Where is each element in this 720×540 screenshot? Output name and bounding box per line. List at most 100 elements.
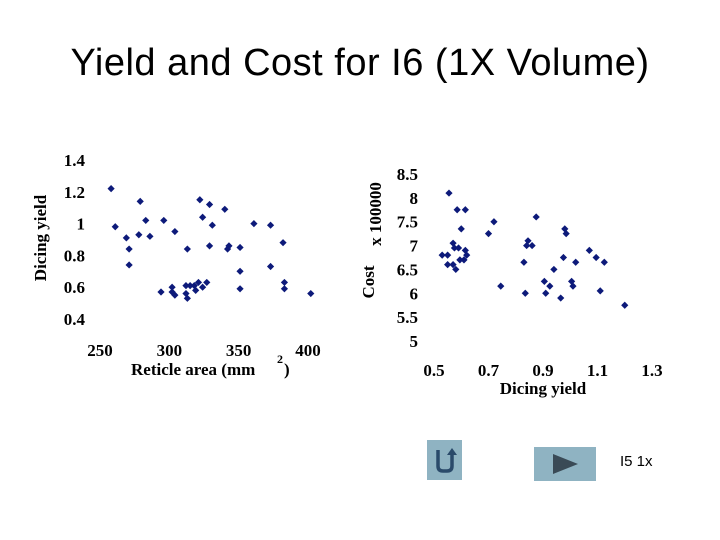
chart2-data-point xyxy=(445,189,453,197)
chart2-ytick-label: 6 xyxy=(410,284,419,303)
chart1-data-point xyxy=(280,278,289,287)
chart1-ytick-label: 0.6 xyxy=(64,278,85,297)
chart2-xtick-label: 1.1 xyxy=(587,361,608,380)
chart1-xlabel: Reticle area (mm xyxy=(131,360,255,379)
chart2-data-point xyxy=(562,230,570,238)
chart2-xtick-label: 1.3 xyxy=(641,361,662,380)
chart1-data-point xyxy=(221,205,229,213)
chart1-data-point xyxy=(208,221,216,229)
chart2-data-point xyxy=(449,261,457,269)
chart1-data-point xyxy=(122,234,130,242)
chart1-data-point xyxy=(236,243,244,252)
chart2-ytick-label: 5 xyxy=(410,332,419,351)
chart1-data-point xyxy=(199,283,207,291)
chart2-ytick-label: 6.5 xyxy=(397,260,418,279)
chart1-xtick-label: 350 xyxy=(226,341,252,360)
chart2-data-point xyxy=(444,251,452,259)
chart1-xlabel-close: ) xyxy=(284,360,290,379)
chart1-data-point xyxy=(146,232,154,240)
chart2-data-point xyxy=(557,294,565,302)
chart2-data-point xyxy=(453,206,461,214)
chart1-data-point xyxy=(171,291,179,299)
chart1-xtick-label: 400 xyxy=(295,341,321,360)
chart1-data-point xyxy=(182,282,190,290)
chart2-data-point xyxy=(484,230,493,238)
chart1-data-point xyxy=(192,286,200,294)
chart2-xtick-label: 0.9 xyxy=(532,361,553,380)
chart1-ytick-label: 0.4 xyxy=(64,310,86,329)
slide-title: Yield and Cost for I6 (1X Volume) xyxy=(70,42,650,84)
chart2-data-point xyxy=(457,225,465,233)
chart1-data-point xyxy=(190,282,198,290)
chart2-data-point xyxy=(444,261,452,269)
chart1-data-point xyxy=(168,288,176,296)
chart1-data-point xyxy=(157,288,165,296)
chart2-data-point xyxy=(454,244,463,252)
chart1-data-point xyxy=(225,242,233,250)
chart1-data-point xyxy=(135,231,143,239)
chart1-data-point xyxy=(203,278,211,287)
chart1-data-point xyxy=(280,285,289,293)
chart2-data-point xyxy=(438,251,446,259)
chart2-data-point xyxy=(621,301,629,309)
chart2-data-point xyxy=(461,206,469,214)
chart1-data-point xyxy=(266,262,275,271)
chart1-data-point xyxy=(205,242,214,250)
chart1-data-point xyxy=(250,220,258,228)
chart1-data-point xyxy=(196,196,204,204)
chart1-ytick-label: 1.4 xyxy=(64,151,86,170)
chart2-data-point xyxy=(592,253,600,262)
chart2-data-point xyxy=(463,251,471,259)
chart2-data-point xyxy=(456,256,464,264)
chart1-data-point xyxy=(236,267,244,275)
chart2-data-point xyxy=(568,277,576,285)
chart1-data-point xyxy=(142,216,150,225)
chart1-data-point xyxy=(136,197,144,205)
chart2-data-point xyxy=(540,277,548,285)
chart2-ytick-label: 7 xyxy=(410,237,419,256)
chart2-ytick-label: 8 xyxy=(410,189,419,208)
chart2-data-point xyxy=(559,253,568,262)
chart2-data-point xyxy=(528,241,536,250)
chart1-data-point xyxy=(171,227,179,236)
chart2-ytick-label: 5.5 xyxy=(397,308,418,327)
chart2-data-point xyxy=(532,213,540,221)
chart2-ytick-label: 8.5 xyxy=(397,165,418,184)
chart2-data-point xyxy=(542,289,550,297)
chart2-data-point xyxy=(585,246,593,254)
nav-label[interactable]: I5 1x xyxy=(620,453,653,470)
chart2-ylabel: Cost xyxy=(359,265,378,298)
chart1-data-point xyxy=(186,282,194,290)
chart2-ytick-label: 7.5 xyxy=(397,213,418,232)
play-triangle-icon xyxy=(553,454,578,474)
chart1-data-point xyxy=(125,261,133,269)
chart1-data-point xyxy=(183,245,191,253)
chart2-data-point xyxy=(561,225,569,233)
chart2-xtick-label: 0.7 xyxy=(478,361,500,380)
chart1-data-point xyxy=(199,213,207,221)
chart1-data-point xyxy=(307,289,315,298)
chart2-data-point xyxy=(490,218,498,226)
chart1-data-point xyxy=(168,283,176,291)
chart2-data-point xyxy=(569,282,577,290)
chart1-ytick-label: 1.2 xyxy=(64,183,85,202)
chart1-xlabel-sup: 2 xyxy=(277,352,283,366)
chart1-ylabel: Dicing yield xyxy=(31,194,50,281)
chart2-ylabel-scale: x 100000 xyxy=(366,182,385,246)
chart2-data-point xyxy=(520,258,528,266)
chart1-data-point xyxy=(107,185,115,193)
chart2-data-point xyxy=(572,258,580,266)
play-button[interactable] xyxy=(534,447,596,481)
chart2-data-point xyxy=(452,265,460,274)
chart1-ytick-label: 1 xyxy=(77,215,86,234)
chart2-xtick-label: 0.5 xyxy=(423,361,444,380)
chart1-data-point xyxy=(160,216,168,225)
chart1-data-point xyxy=(266,221,275,229)
return-button[interactable] xyxy=(427,440,462,480)
chart2-xlabel: Dicing yield xyxy=(500,379,587,398)
chart2-data-point xyxy=(596,287,604,295)
chart1-data-point xyxy=(236,285,244,293)
chart1-data-point xyxy=(194,278,203,287)
